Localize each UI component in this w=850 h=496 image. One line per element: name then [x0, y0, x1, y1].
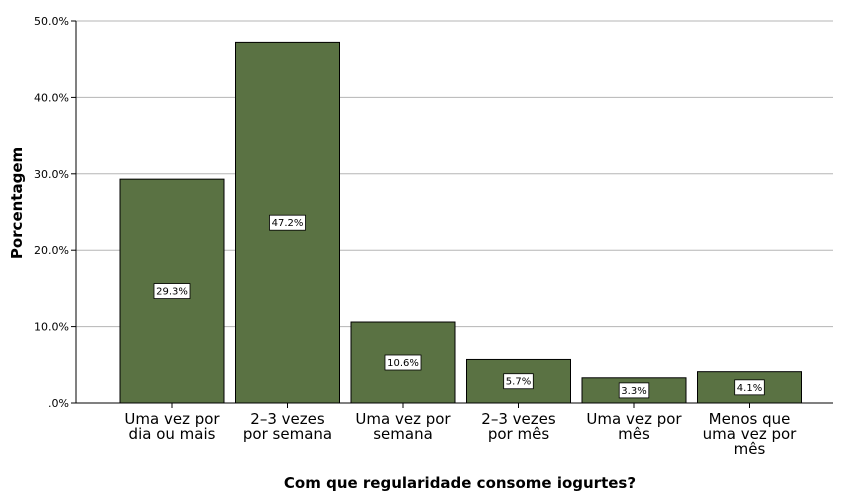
- data-label-box: [734, 379, 765, 396]
- y-tick-label: 20.0%: [34, 244, 69, 257]
- x-tick-label: Uma vez por dia ou mais: [124, 410, 220, 443]
- data-label-box: [618, 382, 650, 399]
- data-label: 10.6%: [387, 358, 419, 369]
- y-tick-label: 30.0%: [34, 168, 69, 181]
- x-tick-label: Uma vez por semana: [355, 410, 451, 443]
- bars: [119, 41, 802, 404]
- x-tick-label: Uma vez por mês: [586, 410, 682, 443]
- y-tick-label: 10.0%: [34, 321, 69, 334]
- data-label-box: [153, 283, 191, 299]
- data-label: 4.1%: [737, 383, 762, 394]
- y-tick-label: 50.0%: [34, 15, 69, 28]
- data-label: 47.2%: [272, 218, 304, 229]
- y-axis-title: Porcentagem: [8, 147, 26, 259]
- data-label: 29.3%: [156, 287, 188, 298]
- data-label-box: [503, 373, 534, 390]
- axes: [71, 20, 833, 408]
- x-tick-label: 2–3 vezes por mês: [481, 410, 556, 443]
- y-tick-label: 40.0%: [34, 91, 69, 104]
- data-label-box: [269, 214, 306, 231]
- data-label: 5.7%: [506, 377, 531, 388]
- x-axis-title: Com que regularidade consome iogurtes?: [284, 474, 636, 492]
- x-tick-label: Menos que uma vez por mês: [703, 410, 798, 458]
- y-tick-label: .0%: [48, 397, 69, 410]
- data-labels: 29.3% 47.2% 10.6% 5.7% 3.3% 4.1%: [153, 214, 765, 399]
- y-tick-labels: .0% 10.0% 20.0% 30.0% 40.0% 50.0%: [34, 15, 69, 410]
- data-label-box: [384, 354, 422, 371]
- data-label: 3.3%: [621, 386, 646, 397]
- x-tick-labels: Uma vez por dia ou mais 2–3 vezes por seman…: [124, 410, 797, 458]
- x-tick-label: 2–3 vezes por semana: [243, 410, 332, 443]
